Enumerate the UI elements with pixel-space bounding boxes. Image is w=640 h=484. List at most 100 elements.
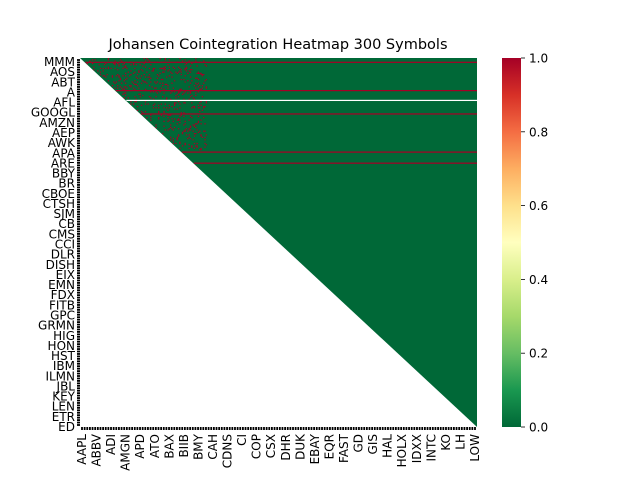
heatmap-cell <box>189 91 192 93</box>
x-tick-label: ABBV <box>90 433 104 466</box>
heatmap-cell <box>175 142 177 145</box>
heatmap-cell <box>175 102 177 104</box>
heatmap-cell <box>192 97 194 99</box>
heatmap-cell <box>189 115 192 118</box>
x-tick-label: AAPL <box>75 434 89 465</box>
heatmap-cell <box>142 112 144 114</box>
y-tick-label: MMM <box>44 55 75 69</box>
heatmap-cell <box>162 82 164 84</box>
heatmap-cell <box>155 82 157 84</box>
heatmap-cell <box>196 65 198 67</box>
heatmap-cell <box>119 59 122 61</box>
heatmap-cell <box>132 64 135 66</box>
heatmap-cell <box>180 88 182 90</box>
heatmap-cell <box>203 117 205 119</box>
heatmap-cell <box>150 91 152 93</box>
heatmap-cell <box>163 112 165 114</box>
heatmap-cell <box>199 149 201 151</box>
heatmap-cell <box>97 70 99 72</box>
x-tick-label: CAH <box>206 434 220 460</box>
heatmap-cell <box>168 66 170 68</box>
heatmap-cell <box>89 60 91 62</box>
highlight-row-3 <box>181 151 477 153</box>
heatmap-cell <box>114 82 116 84</box>
heatmap-cell <box>184 81 186 83</box>
x-tick-label: BIIB <box>177 434 191 458</box>
heatmap-cell <box>123 62 125 65</box>
x-tick-label: EBAY <box>308 433 322 464</box>
heatmap-cell <box>107 58 110 60</box>
heatmap-cell <box>176 123 178 125</box>
heatmap-cell <box>189 65 192 67</box>
x-tick-label: CI <box>235 434 249 446</box>
heatmap-cell <box>191 94 193 97</box>
heatmap-cell <box>205 65 208 67</box>
heatmap-cell <box>114 62 116 65</box>
heatmap-cell <box>171 76 173 78</box>
x-tick-label: KO <box>439 434 453 451</box>
heatmap-cell <box>172 120 174 122</box>
y-tick-label: GRMN <box>38 319 75 333</box>
x-tick-label: BAX <box>162 434 176 459</box>
y-tick-label: ABT <box>51 75 75 89</box>
heatmap-cell <box>205 87 208 89</box>
heatmap-cell <box>110 67 112 70</box>
heatmap-cell <box>114 87 116 89</box>
heatmap-cell <box>166 107 168 109</box>
y-tick-label: AFL <box>53 96 75 110</box>
heatmap-cell <box>173 118 176 120</box>
heatmap-cell <box>193 135 196 137</box>
x-tick-label: APD <box>133 434 147 459</box>
heatmap-cell <box>111 85 114 87</box>
heatmap-highlight-rows <box>85 61 478 164</box>
heatmap-cell <box>128 85 131 87</box>
heatmap-cell <box>185 62 188 65</box>
heatmap-cell <box>180 73 182 76</box>
heatmap-cell <box>118 65 120 67</box>
heatmap-cell <box>155 124 157 126</box>
heatmap-cell <box>176 93 178 95</box>
y-axis-tick-labels: MMMAOSABTAAFLGOOGLAMZNAEPAWKAPAAREBBYBRC… <box>31 55 80 434</box>
heatmap-cell <box>163 120 165 122</box>
heatmap-cell <box>158 104 160 106</box>
heatmap-cell <box>205 86 208 88</box>
heatmap-cell <box>144 110 147 113</box>
heatmap-cell <box>179 67 181 70</box>
heatmap-cell <box>188 144 190 146</box>
heatmap-cell <box>124 92 127 94</box>
y-tick-label: AOS <box>50 65 75 79</box>
heatmap-cell <box>122 64 124 66</box>
heatmap-cell <box>175 94 177 97</box>
heatmap-cell <box>200 147 202 150</box>
heatmap-cell <box>130 103 132 105</box>
heatmap-cell <box>177 71 180 73</box>
heatmap-cell <box>205 144 208 146</box>
heatmap-cell <box>185 128 188 130</box>
heatmap-cell <box>204 139 206 141</box>
heatmap-cell <box>119 86 122 88</box>
heatmap-cell <box>171 105 173 108</box>
heatmap-cell <box>177 96 180 98</box>
heatmap-cell <box>103 75 106 77</box>
heatmap-cell <box>91 59 94 61</box>
heatmap-cell <box>185 67 188 70</box>
heatmap-cell <box>188 128 190 130</box>
heatmap-cell <box>159 91 161 93</box>
heatmap-cell <box>113 62 115 65</box>
heatmap-cell <box>148 67 151 70</box>
heatmap-cell <box>148 60 151 62</box>
heatmap-cell <box>197 86 200 88</box>
heatmap-cell <box>167 109 169 111</box>
heatmap-cell <box>184 129 186 131</box>
heatmap-cell <box>122 75 124 77</box>
heatmap-cell <box>107 80 110 82</box>
heatmap-cell <box>197 104 200 106</box>
heatmap-cell <box>159 58 161 60</box>
heatmap-cell <box>158 110 160 113</box>
heatmap-cell <box>107 59 110 61</box>
heatmap-cell <box>204 130 206 132</box>
heatmap-cell <box>158 107 160 109</box>
y-tick-label: FITB <box>49 298 75 312</box>
heatmap-cell <box>169 136 172 138</box>
heatmap-cell <box>163 66 165 68</box>
